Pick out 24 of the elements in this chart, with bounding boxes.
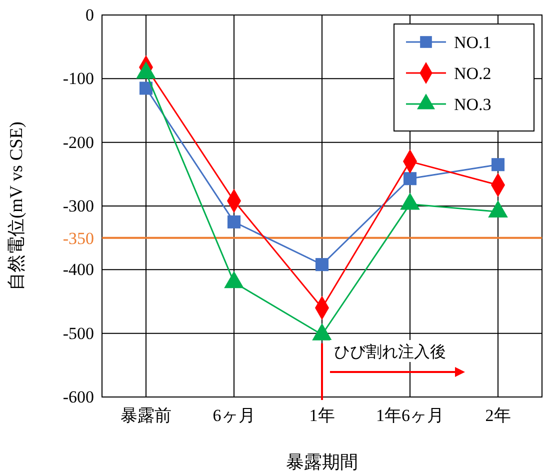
legend-label: NO.1	[454, 32, 492, 52]
x-tick-label: 2年	[485, 406, 511, 426]
x-tick-label: 1年	[309, 406, 335, 426]
y-tick-label: -100	[62, 69, 94, 88]
point	[491, 158, 505, 172]
y-tick-label: -600	[62, 387, 94, 406]
point	[315, 258, 329, 272]
point	[139, 82, 153, 95]
y-tick-label: -500	[62, 324, 94, 343]
legend-label: NO.2	[454, 64, 492, 83]
x-tick-label: 1年6ヶ月	[376, 406, 444, 426]
y-tick-label: -400	[62, 260, 94, 280]
ref-line-label: -350	[62, 228, 94, 248]
annotation: ひび割れ注入後	[334, 343, 446, 361]
legend-label: NO.3	[454, 94, 492, 114]
x-tick-label: 暴露前	[120, 406, 172, 426]
y-tick-label: -200	[62, 132, 94, 152]
y-tick-label: -300	[62, 196, 94, 216]
x-tick-label: 6ヶ月	[212, 406, 256, 426]
point	[403, 172, 417, 186]
y-tick-label: 0	[86, 5, 94, 24]
y-axis-title: 自然電位(mV vs CSE)	[6, 122, 26, 290]
point	[227, 215, 241, 228]
x-axis-title: 暴露期間	[286, 452, 358, 472]
